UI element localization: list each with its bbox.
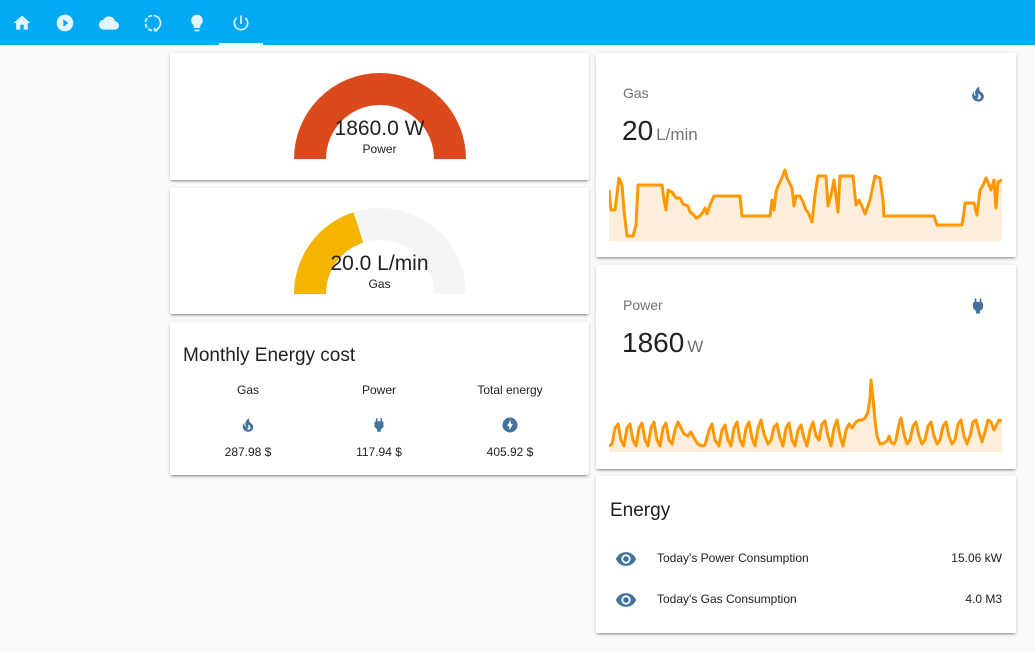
value-unit: L/min	[656, 125, 698, 144]
power-history-graph[interactable]	[609, 375, 1002, 453]
entity-value: 15.06 kW	[951, 551, 1002, 565]
power-sensor-card[interactable]: Power 1860 W	[596, 265, 1016, 469]
power-plug-icon	[374, 418, 384, 432]
cost-label: Total energy	[477, 383, 543, 397]
entity-name: Today's Power Consumption	[657, 551, 809, 565]
gas-gauge-card[interactable]: 20.0 L/min Gas	[170, 188, 589, 314]
gauge-value: 20.0 L/min	[330, 252, 429, 275]
cost-label: Gas	[236, 383, 259, 397]
entity-value: 4.0 M3	[965, 592, 1002, 606]
cost-value: 405.92 $	[486, 445, 534, 459]
power-plug-icon	[973, 298, 983, 314]
monthly-energy-cost-card: Monthly Energy cost Gas 287.98 $ Power 1…	[170, 322, 589, 475]
sensor-value: 1860 W	[622, 327, 703, 359]
sensor-name: Gas	[623, 85, 649, 101]
fire-icon	[972, 86, 984, 102]
cost-item-gas[interactable]: Gas 287.98 $	[183, 383, 313, 459]
tab-weather[interactable]	[87, 0, 131, 45]
cost-item-total-energy[interactable]: Total energy 405.92 $	[445, 383, 575, 459]
entity-name: Today's Gas Consumption	[657, 592, 797, 606]
gauge-value: 1860.0 W	[334, 117, 425, 140]
tab-energy[interactable]	[219, 0, 263, 45]
card-title: Monthly Energy cost	[183, 345, 356, 366]
gauge-label: Gas	[368, 277, 391, 291]
tab-lights[interactable]	[175, 0, 219, 45]
tab-sync[interactable]	[131, 0, 175, 45]
gas-history-graph[interactable]	[609, 165, 1002, 241]
value-unit: W	[687, 337, 704, 356]
sensor-name: Power	[623, 297, 663, 313]
sensor-value: 20 L/min	[622, 115, 698, 147]
eye-icon	[615, 593, 637, 607]
value-number: 1860	[622, 327, 685, 358]
cloud-icon	[99, 15, 119, 30]
gauge-label: Power	[362, 142, 397, 156]
power-icon	[233, 15, 249, 30]
lightbulb-icon	[191, 14, 203, 31]
cost-value: 117.94 $	[356, 445, 402, 459]
gas-gauge: 20.0 L/min Gas	[293, 208, 466, 298]
flash-circle-icon	[502, 417, 518, 433]
power-gauge-card[interactable]: 1860.0 W Power	[170, 53, 589, 180]
cost-value: 287.98 $	[224, 445, 272, 459]
tab-home[interactable]	[0, 0, 44, 45]
gas-sensor-card[interactable]: Gas 20 L/min	[596, 53, 1016, 257]
gauge-arc	[293, 73, 466, 159]
energy-entities-card: Energy Today's Power Consumption 15.06 k…	[596, 476, 1016, 633]
loading-circle-icon	[144, 14, 162, 31]
play-circle-icon	[56, 14, 74, 31]
tab-media[interactable]	[43, 0, 87, 45]
eye-icon	[615, 552, 637, 566]
fire-icon	[242, 418, 254, 432]
gauge-arc	[293, 208, 466, 294]
card-title: Energy	[610, 500, 671, 521]
power-gauge: 1860.0 W Power	[293, 73, 466, 163]
cost-label: Power	[361, 383, 396, 397]
top-toolbar	[0, 0, 1035, 45]
entity-row-gas-consumption[interactable]: Today's Gas Consumption 4.0 M3	[596, 585, 1016, 615]
value-number: 20	[622, 115, 654, 146]
cost-item-power[interactable]: Power 117.94 $	[314, 383, 444, 459]
home-icon	[13, 15, 31, 30]
entity-row-power-consumption[interactable]: Today's Power Consumption 15.06 kW	[596, 544, 1016, 574]
